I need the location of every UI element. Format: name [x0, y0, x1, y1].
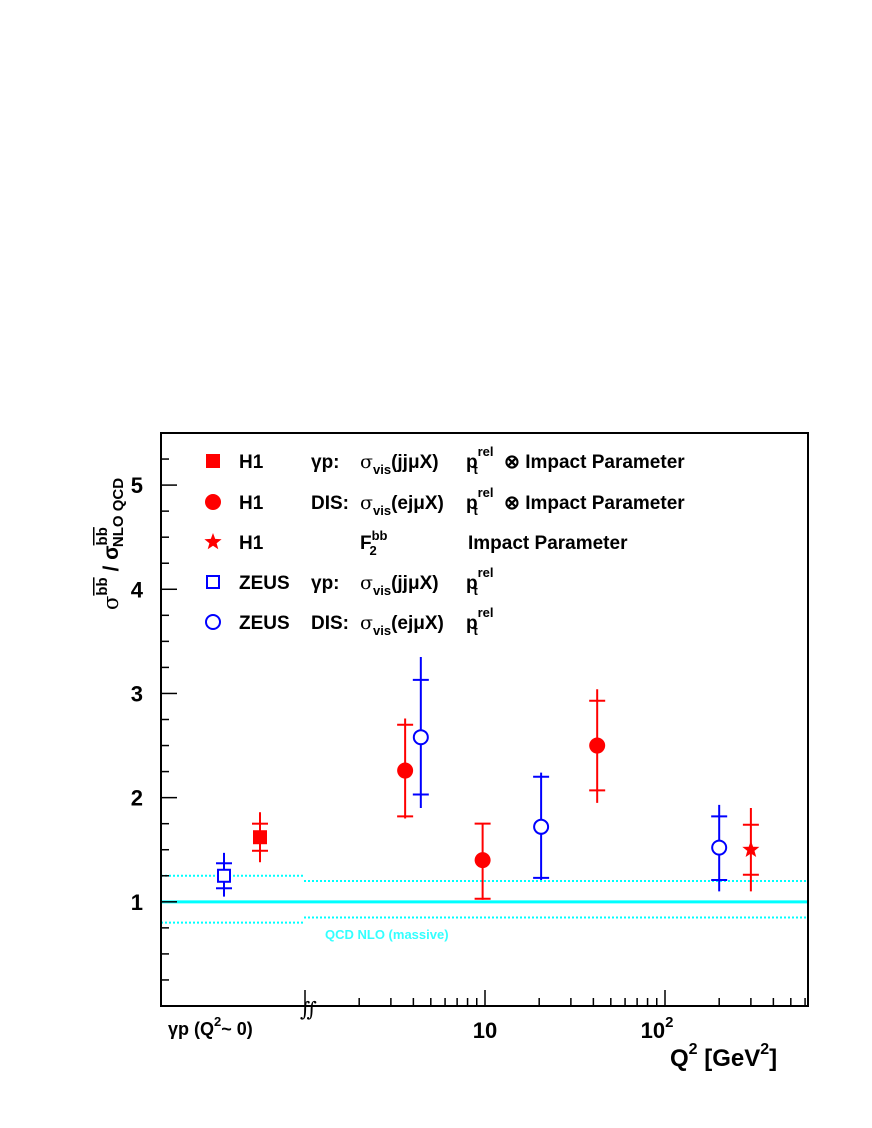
photoproduction-x-label: γp (Q2~ 0)	[168, 1014, 253, 1039]
legend-observable: σvis(ejμX)	[360, 612, 444, 638]
marker-filled-square	[253, 830, 267, 845]
y-tick-label: 5	[131, 473, 143, 498]
x-tick-label: 10	[473, 1018, 497, 1043]
y-tick-label: 1	[131, 890, 143, 915]
data-point	[216, 852, 232, 897]
marker-open-square	[206, 575, 220, 589]
marker-filled-square	[206, 454, 220, 468]
y-axis-title: σbb / σbbNLO QCD	[94, 478, 127, 610]
data-point	[589, 689, 606, 803]
x-tick-label: 102	[641, 1014, 674, 1043]
marker-open-circle	[205, 614, 221, 630]
data-point	[397, 718, 414, 819]
y-label-sub2: NLO QCD	[110, 478, 127, 547]
marker-open-circle	[412, 729, 429, 746]
x-axis: 10 102	[304, 990, 806, 1043]
qcd-band-label: QCD NLO (massive)	[325, 927, 449, 942]
marker-filled-star	[742, 840, 760, 857]
y-tick-label: 4	[131, 577, 144, 602]
marker-filled-star	[204, 533, 222, 550]
marker-filled-circle	[397, 762, 414, 779]
legend-experiment: ZEUS	[239, 573, 290, 594]
legend-entry: ZEUS DIS: σvis(ejμX) prel t	[205, 605, 494, 638]
legend-process: γp:	[311, 452, 340, 473]
legend-observable: σvis(jjμX)	[360, 572, 439, 598]
plot-frame	[160, 432, 809, 1007]
data-point	[412, 656, 429, 809]
x-axis-title: Q2 [GeV2]	[670, 1041, 777, 1072]
legend-process: DIS:	[311, 493, 349, 514]
marker-filled-circle	[474, 852, 491, 869]
marker-open-circle	[711, 839, 728, 856]
legend-experiment: ZEUS	[239, 613, 290, 634]
legend-method-rest: ⊗ Impact Parameter	[504, 493, 685, 514]
marker-open-square	[217, 868, 231, 883]
legend-observable: Fbb 2	[360, 528, 388, 558]
legend: H1 γp: σvis(jjμX) prel t ⊗ Impact ParameterH1…	[204, 444, 685, 638]
marker-open-circle	[533, 818, 550, 835]
legend-experiment: H1	[239, 493, 264, 514]
svg-text:σbb / σbbNLO QCD: σbb / σbbNLO QCD	[94, 478, 127, 610]
legend-observable: σvis(ejμX)	[360, 492, 444, 518]
legend-experiment: H1	[239, 452, 264, 473]
legend-observable: σvis(jjμX)	[360, 451, 439, 477]
legend-method: prel t	[466, 605, 494, 638]
legend-method: prel t	[466, 565, 494, 598]
data-point	[474, 822, 491, 900]
data-point	[533, 772, 550, 880]
legend-method: prel t	[466, 485, 494, 518]
legend-entry: H1 DIS: σvis(ejμX) prel t ⊗ Impact Parameter	[205, 485, 685, 518]
legend-process: γp:	[311, 573, 340, 594]
data-point	[742, 808, 760, 892]
y-tick-label: 3	[131, 681, 143, 706]
y-label-rest: / σ	[100, 545, 123, 577]
y-label-sup1: bb	[94, 577, 111, 595]
legend-method: prel t	[466, 444, 494, 477]
qcd-band	[161, 874, 808, 924]
legend-process: DIS:	[311, 613, 349, 634]
y-label-sigma1: σ	[99, 596, 123, 610]
marker-filled-circle	[205, 494, 221, 510]
legend-entry: ZEUS γp: σvis(jjμX) prel t	[206, 565, 494, 598]
axis-break-symbol: ∬	[300, 997, 317, 1021]
y-label-sup2: bb	[94, 527, 111, 545]
legend-method-rest: ⊗ Impact Parameter	[504, 452, 685, 473]
legend-entry: H1 Fbb 2 Impact Parameter	[204, 528, 628, 558]
legend-entry: H1 γp: σvis(jjμX) prel t ⊗ Impact Parameter	[206, 444, 685, 477]
data-point	[252, 812, 268, 863]
legend-method-rest: Impact Parameter	[468, 533, 628, 554]
data-point	[711, 804, 728, 892]
legend-experiment: H1	[239, 533, 264, 554]
y-axis: 1 2 3 4 5	[131, 432, 177, 1007]
data-points	[216, 656, 760, 900]
y-tick-label: 2	[131, 786, 143, 811]
marker-filled-circle	[589, 737, 606, 754]
